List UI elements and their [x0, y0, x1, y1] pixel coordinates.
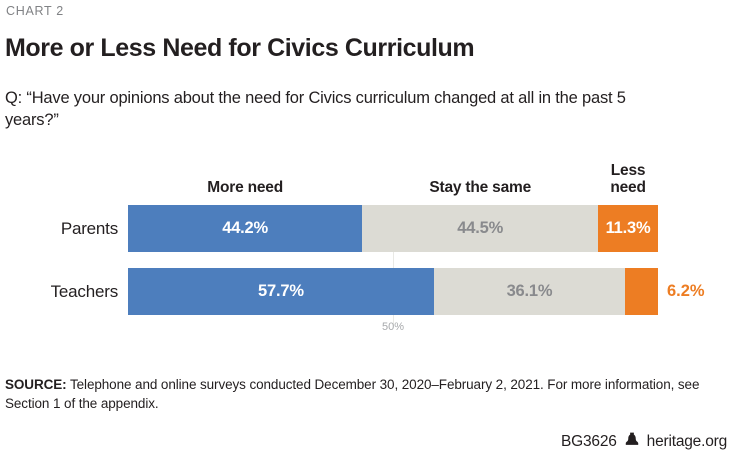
- bar-segment: 44.5%: [362, 205, 599, 252]
- category-label: Teachers: [50, 282, 119, 301]
- column-header: More need: [207, 179, 283, 196]
- bar-row: Teachers 6.2% 57.7% 36.1%: [51, 268, 705, 315]
- column-header: Stay the same: [429, 179, 531, 196]
- source-label: SOURCE:: [5, 377, 67, 392]
- value-label: 44.5%: [457, 219, 504, 237]
- site-link: heritage.org: [646, 432, 728, 450]
- value-label: 44.2%: [222, 219, 269, 237]
- bar-segment: 11.3%: [598, 205, 658, 252]
- stacked-bar-chart: More need Stay the same Less need Parents 4…: [51, 153, 705, 339]
- column-header: Less need: [610, 162, 646, 196]
- bar-row: Parents 44.2% 44.5% 11.3%: [61, 205, 658, 252]
- source-note: SOURCE: Telephone and online surveys con…: [5, 375, 713, 413]
- value-label: 57.7%: [258, 282, 304, 300]
- source-text: Telephone and online surveys conducted D…: [5, 377, 700, 411]
- stacked-bar: 57.7% 36.1%: [128, 268, 658, 315]
- footer: BG3626 heritage.org: [561, 432, 727, 451]
- survey-question: Q: “Have your opinions about the need fo…: [5, 89, 626, 129]
- value-label: 36.1%: [506, 282, 553, 300]
- axis-tick-50: 50%: [381, 321, 405, 333]
- bar-segment: 44.2%: [128, 205, 363, 252]
- report-id: BG3626: [560, 432, 617, 450]
- chart-number: CHART 2: [6, 4, 64, 18]
- bar-segment: [625, 268, 658, 315]
- page-title: More or Less Need for Civics Curriculum: [5, 34, 475, 62]
- heritage-bell-icon: [624, 432, 640, 451]
- stacked-bar: 44.2% 44.5% 11.3%: [128, 205, 658, 252]
- value-label: 11.3%: [605, 219, 651, 237]
- bar-segment: 36.1%: [433, 268, 626, 315]
- bar-segment: 57.7%: [128, 268, 434, 315]
- column-headers: More need Stay the same Less need: [128, 153, 658, 205]
- bar-rows: Parents 44.2% 44.5% 11.3% Teachers 6.2% 57.7% 3…: [51, 205, 705, 315]
- value-label: 6.2%: [667, 282, 705, 300]
- category-label: Parents: [60, 219, 118, 238]
